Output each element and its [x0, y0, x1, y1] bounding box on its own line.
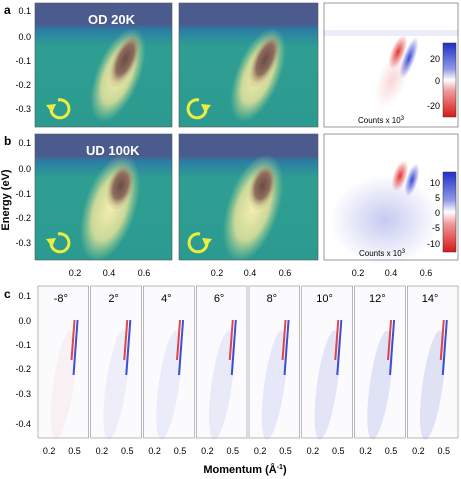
y-tick: -0.3 [15, 238, 31, 248]
x-tick: 0.4 [385, 268, 398, 278]
difference-map-a: 20 0 -20 Counts x 103 [323, 2, 459, 128]
x-tick: 0.2 [211, 268, 224, 278]
x-tick: 0.5 [68, 446, 81, 456]
colorbar-tick: 0 [435, 76, 440, 86]
x-tick: 0.2 [96, 446, 109, 456]
x-tick: 0.2 [359, 446, 372, 456]
y-tick: -0.2 [15, 364, 31, 374]
arpes-map-b1: UD 100K [34, 133, 173, 262]
colorbar-tick: 10 [430, 178, 440, 188]
colorbar-tick: 20 [430, 54, 440, 64]
y-tick: -0.1 [15, 189, 31, 199]
colorbar-tick: -10 [427, 239, 440, 249]
y-tick: 0.0 [18, 164, 31, 174]
counts-label-a: Counts x 103 [358, 116, 405, 125]
angle-label: 2° [108, 293, 119, 305]
x-tick: 0.2 [352, 268, 365, 278]
x-tick: 0.2 [254, 446, 267, 456]
angle-strip: 10° 0.2 0.5 [301, 285, 353, 456]
y-tick: -0.1 [15, 340, 31, 350]
circular-arrow-icon [187, 232, 212, 254]
arpes-map-a1: OD 20K [34, 2, 173, 128]
angle-label: 6° [214, 293, 225, 305]
panel-letter-a: a [4, 3, 11, 17]
panel-a: a 0.1 0.0 -0.1 -0.2 -0.3 OD 20K [4, 2, 459, 128]
panel-b: b 0.1 0.0 -0.1 -0.2 -0.3 UD 100K [4, 133, 459, 278]
x-tick: 0.5 [332, 446, 345, 456]
panel-c: c 0.1 0.0 -0.1 -0.2 -0.3 -0.4 -8°0.2 0.52… [4, 285, 459, 456]
arpes-map-a2 [178, 2, 319, 128]
y-tick: -0.3 [15, 104, 31, 114]
y-tick: -0.4 [15, 419, 31, 429]
map-label-od-20k: OD 20K [88, 12, 136, 27]
panel-c-y-axis: 0.1 0.0 -0.1 -0.2 -0.3 -0.4 [15, 291, 31, 429]
y-tick: 0.1 [18, 291, 31, 301]
angle-label: 8° [267, 293, 278, 305]
x-tick: 0.2 [69, 268, 82, 278]
angle-label: 10° [316, 293, 333, 305]
counts-label-b: Counts x 103 [359, 249, 406, 258]
momentum-axis-label: Momentum (Å-1) [203, 463, 287, 476]
angle-strip: 8° 0.2 0.5 [248, 285, 300, 456]
colorbar-tick: 5 [435, 193, 440, 203]
difference-map-b: 10 5 0 -5 -10 Counts x 103 [323, 133, 459, 265]
angle-label: 4° [161, 293, 172, 305]
x-tick: 0.6 [420, 268, 433, 278]
y-tick: 0.1 [18, 6, 31, 16]
y-tick: -0.2 [15, 80, 31, 90]
angle-strip: 2° 0.2 0.5 [90, 285, 142, 456]
y-tick: 0.0 [18, 32, 31, 42]
angle-strip: 12° 0.2 0.5 [354, 285, 406, 456]
circular-arrow-icon [46, 98, 71, 120]
x-tick: 0.5 [438, 446, 451, 456]
x-tick: 0.5 [227, 446, 240, 456]
angle-strip: 4° 0.2 0.5 [143, 285, 195, 456]
arpes-map-b2 [178, 133, 319, 262]
panel-b-x-axis: 0.2 0.4 0.6 0.2 0.4 0.6 0.2 0.4 0.6 [69, 268, 433, 278]
energy-axis-label: Energy (eV) [0, 169, 12, 230]
map-label-ud-100k: UD 100K [86, 143, 140, 158]
x-tick: 0.5 [121, 446, 134, 456]
x-tick: 0.6 [279, 268, 292, 278]
panel-a-y-axis: 0.1 0.0 -0.1 -0.2 -0.3 [15, 6, 31, 114]
angle-label: -8° [54, 293, 68, 305]
colorbar-tick: -20 [427, 101, 440, 111]
angle-strip-panels: -8° 0.2 0.5 2° 0.2 0.5 4° 0.2 0.5 6° 0.2 0.5 8° 0.2 0.… [37, 285, 459, 456]
y-tick: -0.1 [15, 56, 31, 66]
x-tick: 0.2 [43, 446, 56, 456]
y-tick: -0.3 [15, 389, 31, 399]
angle-label: 12° [369, 293, 386, 305]
x-tick: 0.2 [307, 446, 320, 456]
circular-arrow-icon [46, 232, 71, 254]
x-tick: 0.4 [103, 268, 116, 278]
angle-strip: 6° 0.2 0.5 [196, 285, 248, 456]
panel-letter-b: b [4, 134, 11, 148]
angle-label: 14° [422, 293, 439, 305]
angle-strip: -8° 0.2 0.5 [37, 285, 89, 456]
colorbar-tick: -5 [432, 223, 440, 233]
colorbar-a [442, 42, 457, 118]
x-tick: 0.4 [244, 268, 257, 278]
colorbar-tick: 0 [435, 208, 440, 218]
x-tick: 0.5 [385, 446, 398, 456]
x-tick: 0.6 [138, 268, 151, 278]
y-tick: -0.2 [15, 213, 31, 223]
x-tick: 0.5 [279, 446, 292, 456]
y-tick: 0.1 [18, 138, 31, 148]
circular-arrow-icon [186, 98, 211, 120]
panel-b-y-axis: 0.1 0.0 -0.1 -0.2 -0.3 [15, 138, 31, 248]
x-tick: 0.2 [412, 446, 425, 456]
x-tick: 0.5 [174, 446, 187, 456]
x-tick: 0.2 [201, 446, 214, 456]
colorbar-b [442, 171, 457, 253]
angle-strip: 14° 0.2 0.5 [407, 285, 459, 456]
y-tick: 0.0 [18, 316, 31, 326]
x-tick: 0.2 [148, 446, 161, 456]
panel-letter-c: c [4, 287, 11, 301]
